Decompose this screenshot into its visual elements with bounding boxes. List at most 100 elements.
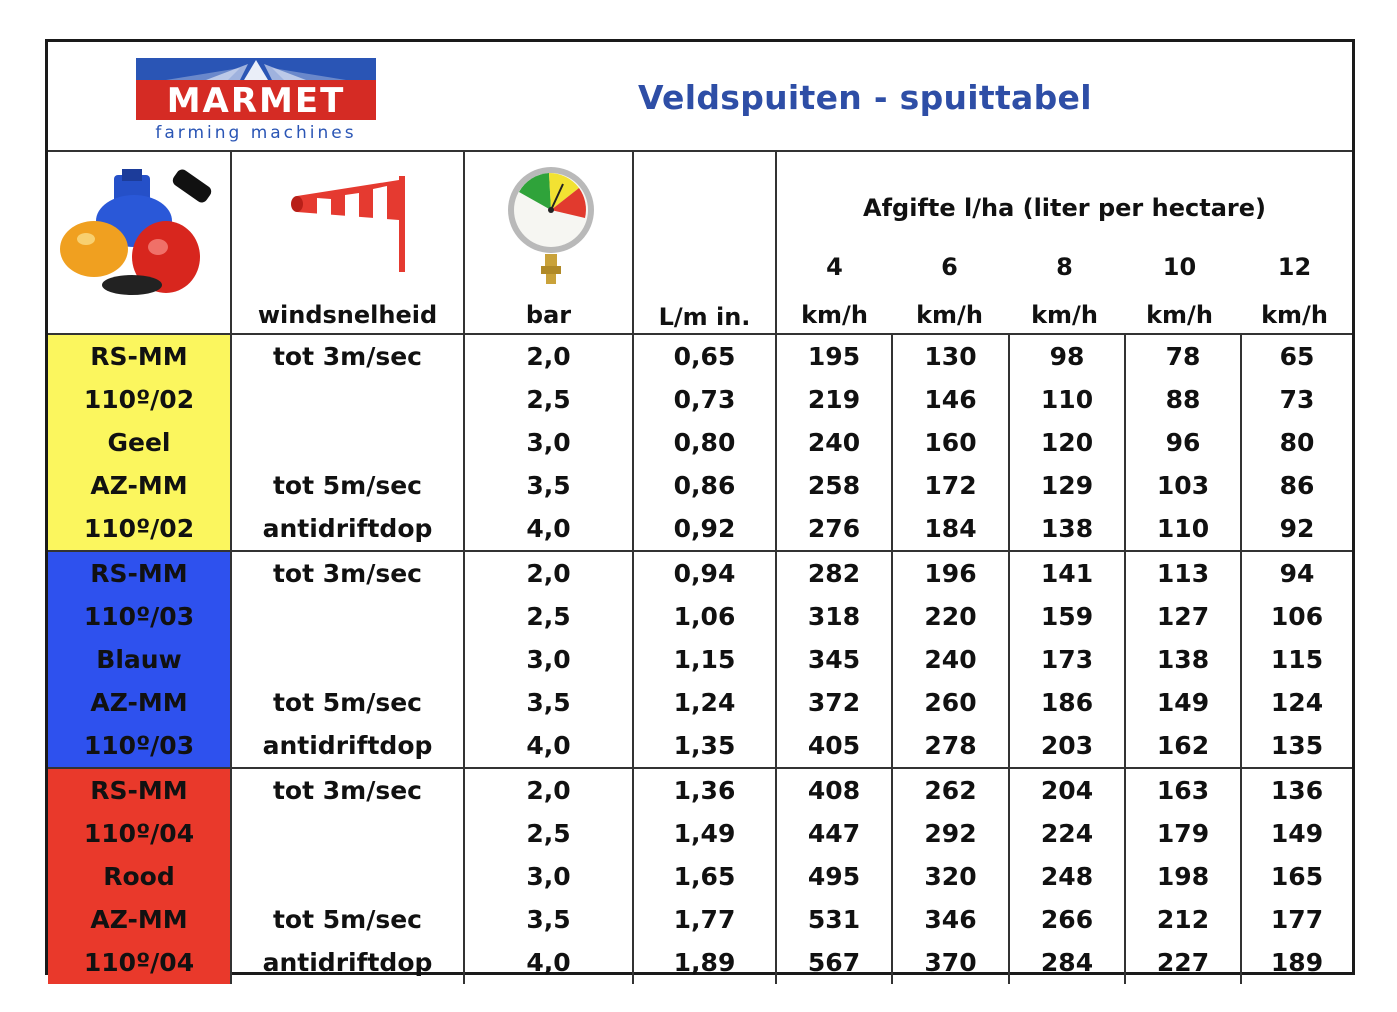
- marmet-logo: MARMET farming machines: [136, 58, 376, 142]
- output-cell: 318: [775, 595, 892, 638]
- nozzle-cell: RS-MM: [48, 767, 231, 812]
- output-cell: 162: [1124, 724, 1241, 768]
- lmin-cell: 0,92: [632, 507, 776, 551]
- output-cell: 179: [1124, 812, 1241, 855]
- output-cell: 346: [891, 898, 1009, 941]
- speed-values-row: 4 6 8 10 12: [777, 253, 1352, 281]
- nozzle-cell: AZ-MM: [48, 898, 231, 941]
- bar-cell: 3,0: [463, 421, 633, 464]
- output-cell: 135: [1240, 724, 1352, 768]
- column-header-row: windsnelheid: [48, 150, 1352, 334]
- output-cell: 177: [1240, 898, 1352, 941]
- speed-unit: km/h: [801, 301, 868, 329]
- output-cell: 495: [775, 855, 892, 898]
- output-cell: 65: [1240, 333, 1352, 378]
- nozzle-cell: AZ-MM: [48, 464, 231, 507]
- bar-cell: 2,5: [463, 595, 633, 638]
- output-cell: 163: [1124, 767, 1241, 812]
- spray-table-sheet: MARMET farming machines Veldspuiten - sp…: [45, 39, 1355, 984]
- lmin-cell: 1,77: [632, 898, 776, 941]
- bar-cell: 3,0: [463, 638, 633, 681]
- nozzle-cell: RS-MM: [48, 333, 231, 378]
- wind-cell: [230, 638, 464, 681]
- speed-units-row: km/h km/h km/h km/h km/h: [777, 301, 1352, 329]
- wind-cell: [230, 421, 464, 464]
- bar-cell: 3,5: [463, 681, 633, 724]
- table-row: AZ-MM tot 5m/sec 3,5 1,24 372 260 186 149 124: [48, 681, 1352, 724]
- afgifte-header-cell: Afgifte l/ha (liter per hectare) 4 6 8 1…: [775, 150, 1352, 334]
- lmin-cell: 1,15: [632, 638, 776, 681]
- output-cell: 184: [891, 507, 1009, 551]
- bar-cell: 2,0: [463, 333, 633, 378]
- wind-cell: tot 5m/sec: [230, 681, 464, 724]
- output-cell: 141: [1008, 550, 1125, 595]
- speed-value: 6: [941, 253, 958, 281]
- table-row: 110º/02 antidriftdop 4,0 0,92 276 184 138 110 92: [48, 507, 1352, 551]
- lmin-cell: 1,36: [632, 767, 776, 812]
- nozzle-cell: Rood: [48, 855, 231, 898]
- bar-cell: 2,0: [463, 767, 633, 812]
- output-cell: 262: [891, 767, 1009, 812]
- output-cell: 372: [775, 681, 892, 724]
- output-cell: 96: [1124, 421, 1241, 464]
- nozzle-cell: RS-MM: [48, 550, 231, 595]
- table-row: Rood 3,0 1,65 495 320 248 198 165: [48, 855, 1352, 898]
- output-cell: 292: [891, 812, 1009, 855]
- nozzle-cell: 110º/03: [48, 724, 231, 768]
- output-cell: 186: [1008, 681, 1125, 724]
- output-cell: 370: [891, 941, 1009, 984]
- wind-cell: [230, 595, 464, 638]
- output-cell: 136: [1240, 767, 1352, 812]
- table-row: 110º/03 2,5 1,06 318 220 159 127 106: [48, 595, 1352, 638]
- afgifte-title: Afgifte l/ha (liter per hectare): [863, 194, 1266, 222]
- output-cell: 103: [1124, 464, 1241, 507]
- lmin-cell: 0,65: [632, 333, 776, 378]
- speed-value: 12: [1277, 253, 1312, 281]
- table-row: AZ-MM tot 5m/sec 3,5 1,77 531 346 266 212 177: [48, 898, 1352, 941]
- wind-cell: tot 3m/sec: [230, 333, 464, 378]
- output-cell: 198: [1124, 855, 1241, 898]
- output-cell: 86: [1240, 464, 1352, 507]
- wind-cell: tot 5m/sec: [230, 464, 464, 507]
- output-cell: 276: [775, 507, 892, 551]
- speed-unit: km/h: [1261, 301, 1328, 329]
- nozzle-cell: 110º/04: [48, 812, 231, 855]
- output-cell: 113: [1124, 550, 1241, 595]
- wind-cell: antidriftdop: [230, 724, 464, 768]
- speed-unit: km/h: [1146, 301, 1213, 329]
- table-row: AZ-MM tot 5m/sec 3,5 0,86 258 172 129 103 86: [48, 464, 1352, 507]
- lmin-column-label: L/m in.: [632, 150, 776, 334]
- speed-unit: km/h: [1031, 301, 1098, 329]
- wind-cell: antidriftdop: [230, 941, 464, 984]
- nozzle-cell: Blauw: [48, 638, 231, 681]
- lmin-cell: 1,35: [632, 724, 776, 768]
- nozzle-cell: Geel: [48, 421, 231, 464]
- bar-cell: 4,0: [463, 507, 633, 551]
- wind-header-cell: windsnelheid: [230, 150, 464, 334]
- output-cell: 240: [775, 421, 892, 464]
- wind-cell: antidriftdop: [230, 507, 464, 551]
- output-cell: 173: [1008, 638, 1125, 681]
- lmin-cell: 0,94: [632, 550, 776, 595]
- output-cell: 172: [891, 464, 1009, 507]
- output-cell: 106: [1240, 595, 1352, 638]
- bar-cell: 2,0: [463, 550, 633, 595]
- output-cell: 227: [1124, 941, 1241, 984]
- table-row: 110º/02 2,5 0,73 219 146 110 88 73: [48, 378, 1352, 421]
- output-cell: 196: [891, 550, 1009, 595]
- output-cell: 212: [1124, 898, 1241, 941]
- speed-value: 4: [826, 253, 843, 281]
- lmin-cell: 1,06: [632, 595, 776, 638]
- output-cell: 203: [1008, 724, 1125, 768]
- speed-unit: km/h: [916, 301, 983, 329]
- output-cell: 130: [891, 333, 1009, 378]
- output-cell: 73: [1240, 378, 1352, 421]
- output-cell: 320: [891, 855, 1009, 898]
- output-cell: 160: [891, 421, 1009, 464]
- bar-cell: 2,5: [463, 378, 633, 421]
- output-cell: 80: [1240, 421, 1352, 464]
- wind-cell: [230, 378, 464, 421]
- output-cell: 447: [775, 812, 892, 855]
- output-cell: 240: [891, 638, 1009, 681]
- output-cell: 260: [891, 681, 1009, 724]
